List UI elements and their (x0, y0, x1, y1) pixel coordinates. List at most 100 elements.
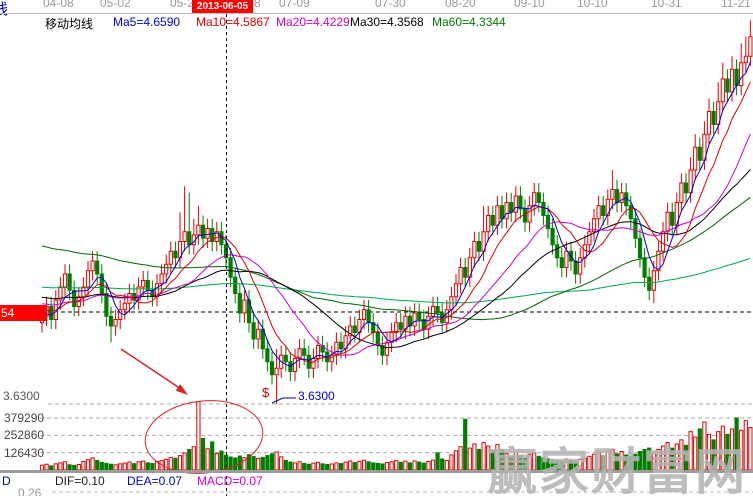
volume-bar (587, 455, 592, 471)
volume-bar (228, 456, 233, 471)
candle-body (453, 283, 459, 298)
ma120-line (41, 257, 751, 304)
volume-bar (522, 457, 528, 471)
ma-legend-item: Ma30=4.3568 (350, 15, 424, 29)
volume-bar (394, 460, 399, 471)
candle-body (670, 211, 675, 226)
volume-bar (536, 455, 541, 471)
candle-body (430, 306, 436, 317)
volume-bar (352, 462, 357, 471)
low-point-dollar-mark: $ (262, 385, 270, 400)
candle-body (412, 312, 417, 327)
date-label: 08-20 (445, 0, 476, 10)
candle-body (72, 289, 77, 307)
volume-bar (467, 447, 472, 471)
corner-partial-label: 线 (0, 1, 9, 18)
volume-bar (403, 460, 408, 471)
volume-bar (311, 462, 316, 471)
candle-body (729, 68, 735, 93)
volume-bar (141, 460, 146, 471)
candle-body (743, 55, 748, 64)
volume-bar (509, 456, 514, 471)
date-label: 11-21 (721, 0, 751, 10)
candle-body (348, 325, 353, 337)
volume-bar (90, 457, 95, 471)
volume-bar (168, 456, 173, 471)
candle-body (656, 250, 661, 272)
candle-body (610, 189, 615, 200)
volume-bar (283, 459, 288, 471)
candle-body (647, 276, 652, 291)
candle-body (361, 309, 367, 320)
ma-legend-item: Ma20=4.4229 (276, 15, 350, 29)
candle-body (352, 325, 357, 333)
volume-bar (532, 452, 537, 471)
dea-value-label: DEA=0.07 (127, 474, 183, 488)
highlighted-date-badge: 2013-06-05 (192, 0, 253, 13)
volume-bar (302, 462, 307, 471)
volume-bar (348, 460, 353, 471)
volume-bar (651, 452, 656, 471)
candle-body (104, 293, 109, 317)
header-divider (0, 13, 753, 14)
volume-bar (670, 447, 675, 471)
volume-bar (81, 461, 86, 471)
ma-legend-item: Ma5=4.6590 (113, 15, 181, 29)
volume-bar (688, 431, 693, 471)
candle-body (688, 169, 693, 194)
candle-body (122, 302, 127, 311)
volume-bar (343, 461, 348, 471)
volume-bar (637, 451, 643, 471)
candle-body (210, 228, 215, 242)
volume-bar (122, 462, 127, 471)
candle-body (596, 205, 601, 220)
volume-bar (398, 461, 403, 471)
candle-body (665, 211, 670, 233)
candle-body (159, 273, 164, 285)
volume-bar (145, 462, 150, 471)
candle-body (486, 215, 491, 233)
ma10-line (41, 81, 751, 363)
candle-body (366, 309, 371, 324)
ma-legend-title: 移动均线 (45, 17, 94, 31)
volume-bar (426, 461, 431, 471)
volume-bar (292, 462, 298, 471)
candle-body (536, 192, 541, 203)
volume-bar (472, 443, 477, 471)
candle-body (504, 202, 509, 220)
candle-body (237, 293, 242, 314)
candle-body (67, 273, 72, 291)
volume-bar (444, 459, 449, 471)
date-label: 10-10 (577, 0, 608, 10)
volume-axis-label: 379290 (4, 411, 45, 425)
volume-bar (449, 454, 454, 471)
volume-bar (177, 455, 183, 471)
candle-body (269, 361, 275, 376)
volume-bar (481, 442, 486, 471)
candle-body (476, 241, 482, 252)
candle-body (338, 341, 344, 350)
volume-bar (366, 461, 371, 471)
low-callout-line (271, 397, 296, 404)
candle-body (642, 257, 647, 278)
annotation-arrow-head (175, 384, 188, 395)
date-label: 07-09 (279, 0, 310, 10)
candle-body (559, 257, 564, 268)
volume-axis-label: 252860 (4, 428, 45, 442)
candle-body (394, 322, 399, 333)
candle-body (329, 354, 334, 363)
candle-body (472, 241, 477, 259)
candle-body (697, 146, 702, 161)
candle-body (637, 237, 643, 259)
volume-bar (578, 458, 583, 471)
candle-body (711, 111, 716, 125)
volume-bar (601, 455, 606, 471)
candle-body (435, 306, 440, 314)
volume-bar (325, 464, 330, 471)
volume-bar (39, 464, 45, 471)
candle-body (118, 309, 123, 320)
volume-bar (371, 462, 376, 471)
candle-body (417, 312, 422, 320)
ma5-line (41, 61, 751, 367)
